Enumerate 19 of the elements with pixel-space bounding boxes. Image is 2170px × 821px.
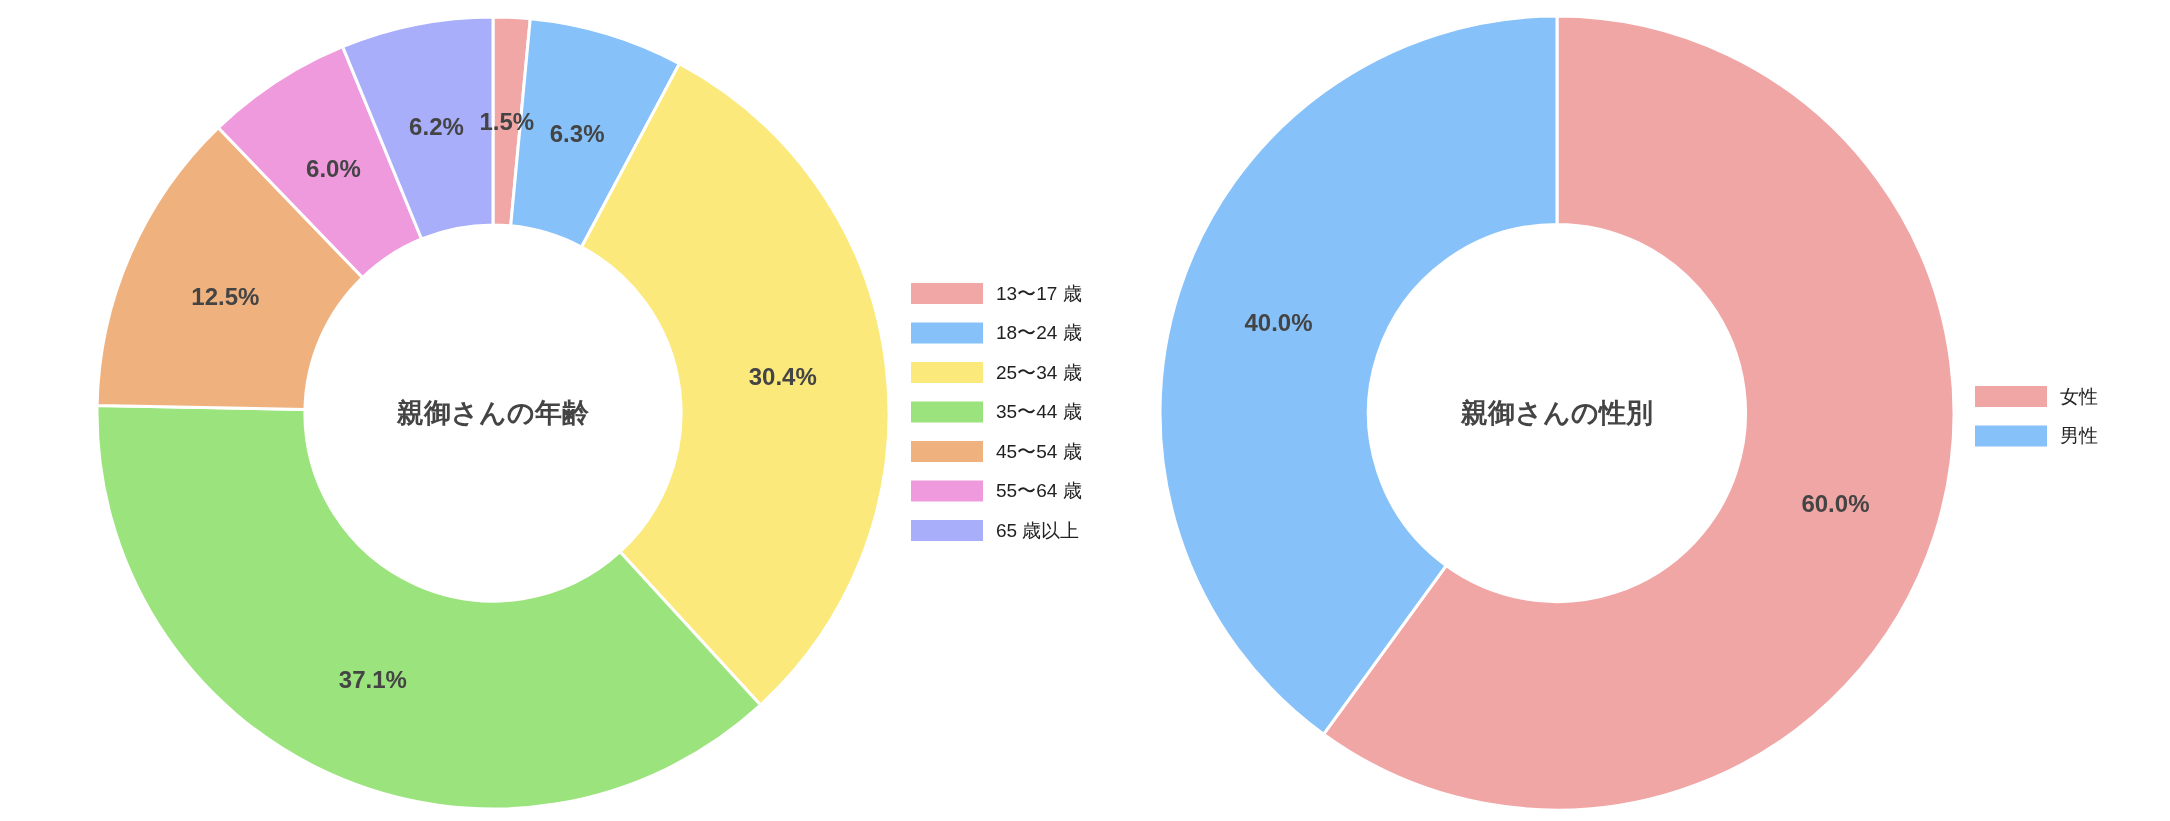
data-label: 6.2% xyxy=(409,112,464,140)
data-label: 60.0% xyxy=(1801,489,1870,517)
legend-label: 55〜64 歳 xyxy=(996,480,1082,501)
data-label: 12.5% xyxy=(191,282,260,310)
text: 親御さんの性別 xyxy=(1460,398,1653,428)
legend-label: 男性 xyxy=(2060,425,2098,446)
legend-label: 18〜24 歳 xyxy=(996,322,1082,343)
text: 親御さんの年齢 xyxy=(396,398,589,428)
data-label: 40.0% xyxy=(1244,309,1313,337)
legend-label: 25〜34 歳 xyxy=(996,361,1082,383)
legend-label: 13〜17 歳 xyxy=(996,282,1082,304)
legend-label: 65 歳以上 xyxy=(996,519,1080,541)
legend-label: 35〜44 歳 xyxy=(996,401,1082,422)
data-label: 6.3% xyxy=(549,119,605,147)
data-label: 37.1% xyxy=(338,665,407,693)
data-label: 6.0% xyxy=(306,154,361,182)
data-label: 30.4% xyxy=(748,362,817,390)
legend-label: 女性 xyxy=(2060,385,2098,407)
legend-label: 45〜54 歳 xyxy=(996,440,1082,462)
